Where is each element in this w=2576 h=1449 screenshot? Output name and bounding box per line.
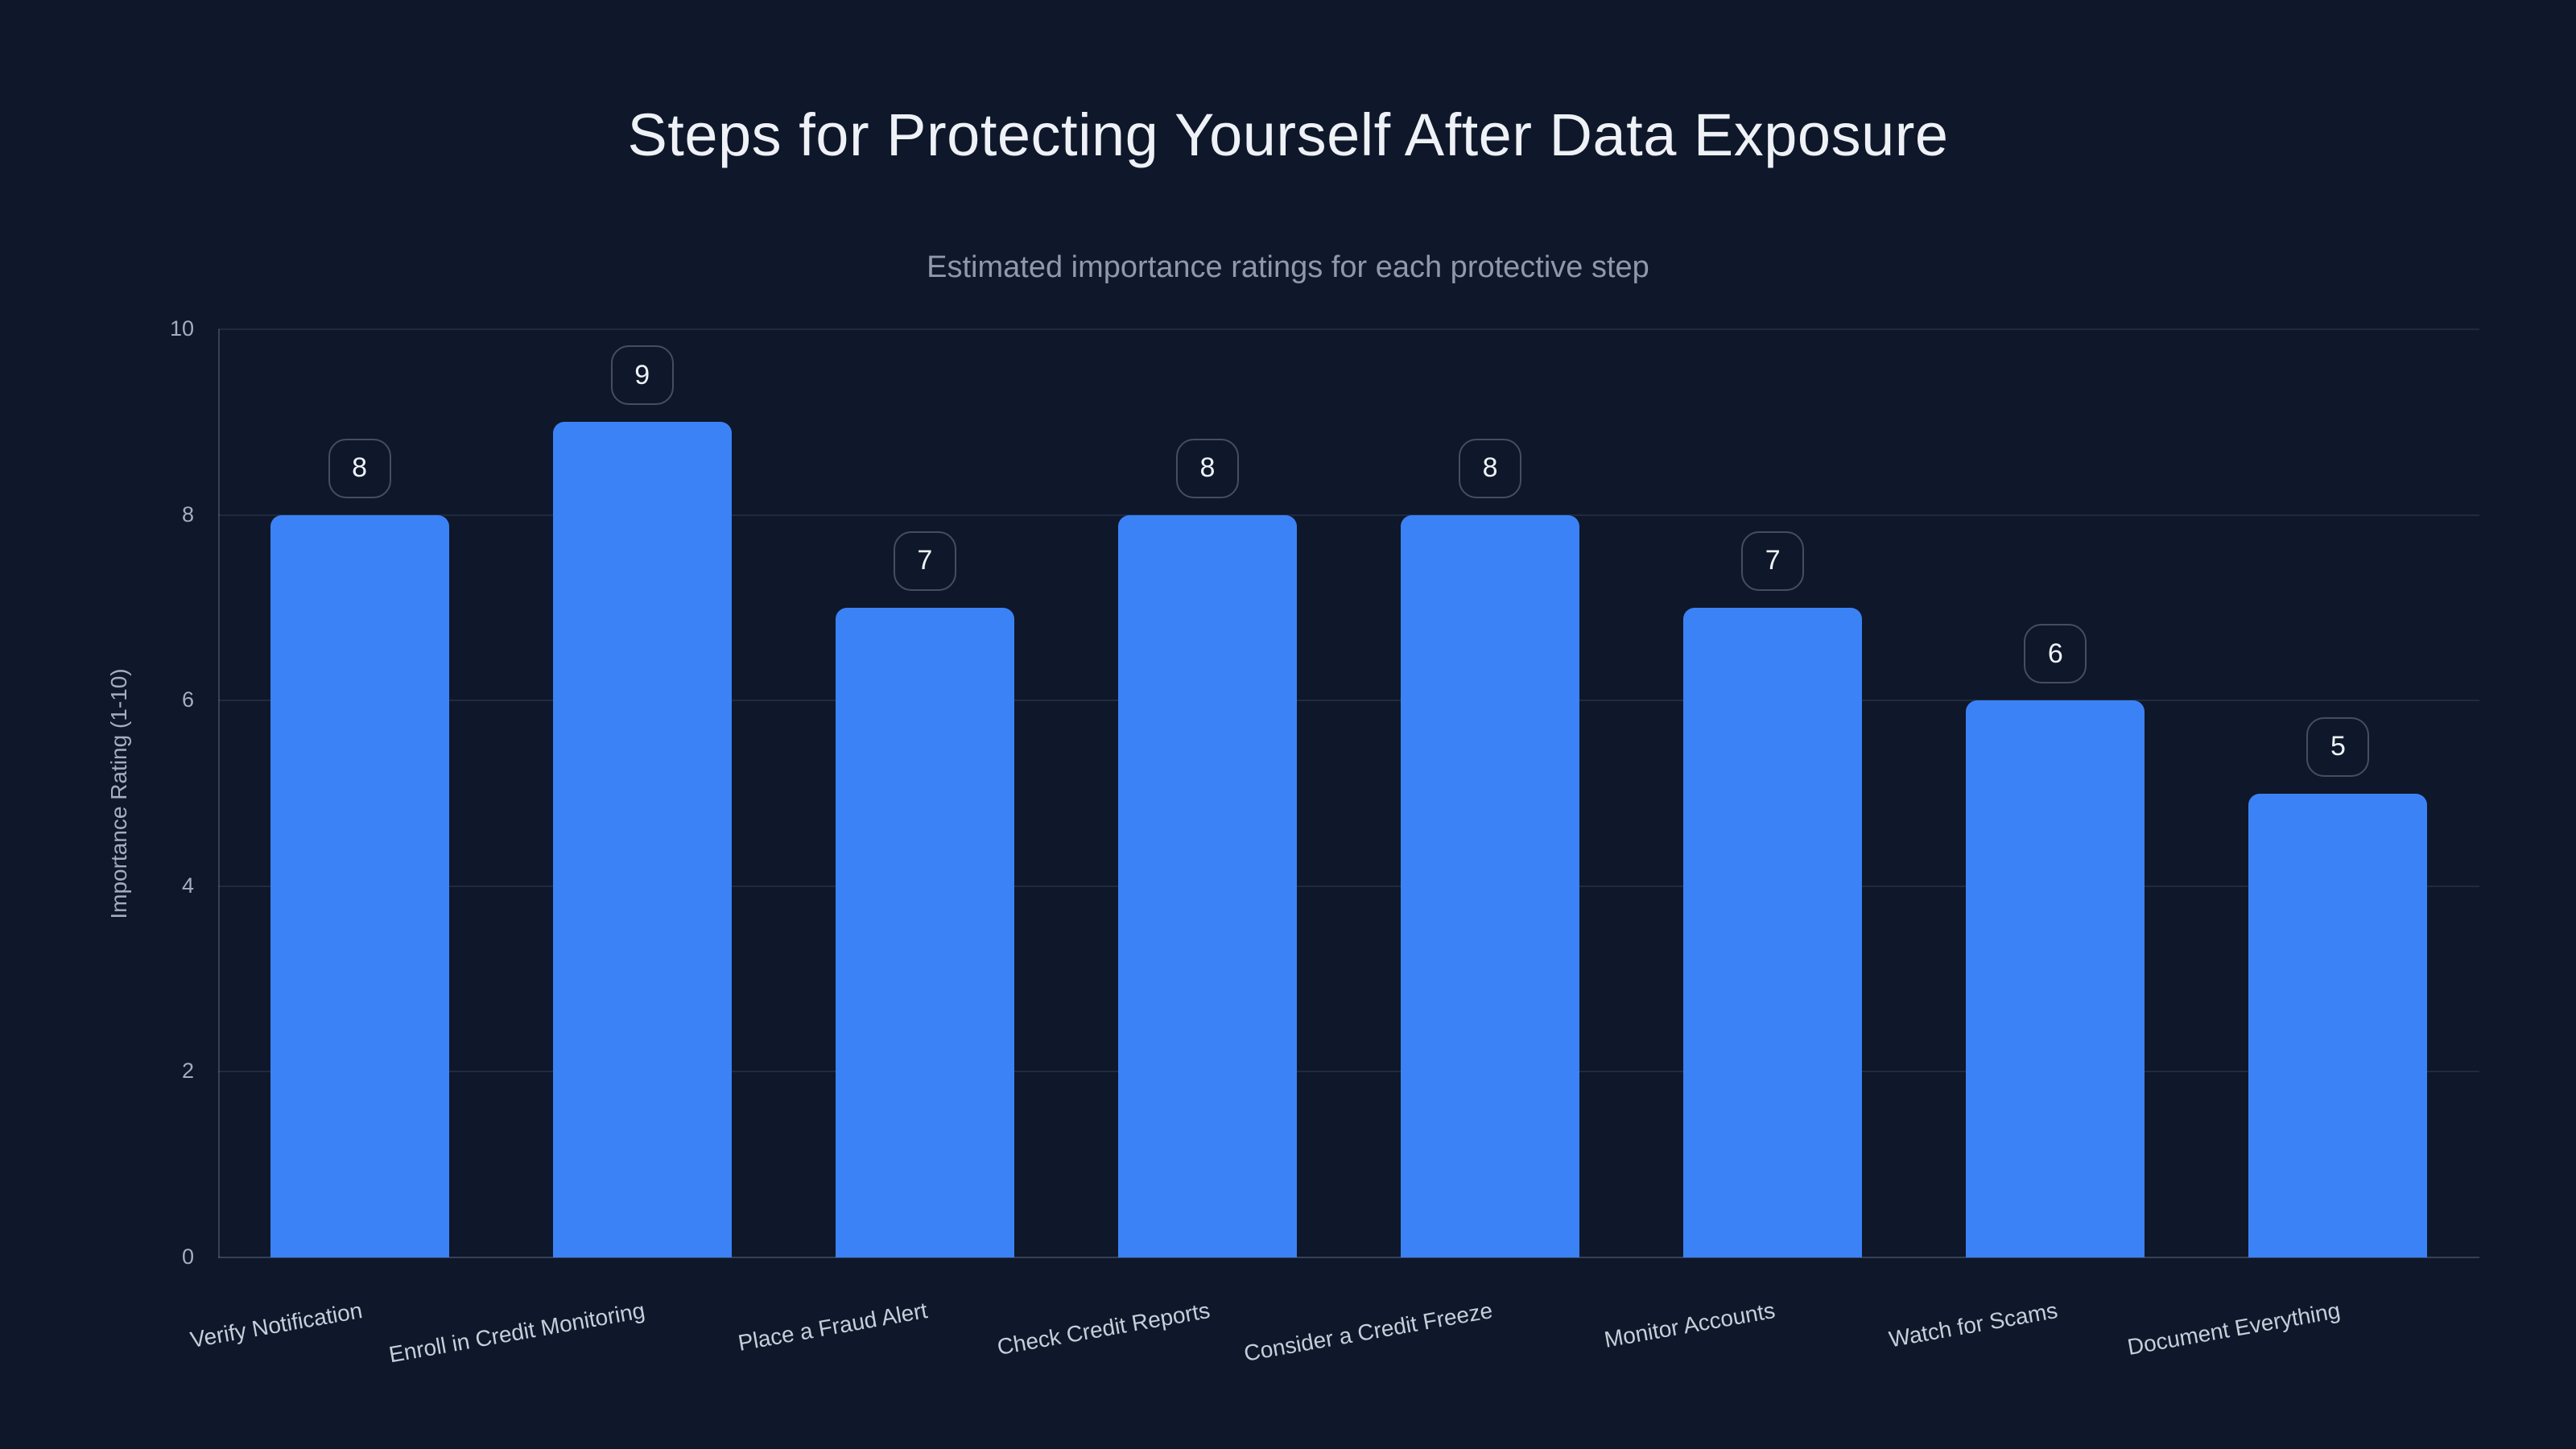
bar-value-badge: 8 [1459, 438, 1522, 498]
bar-value-badge: 9 [610, 345, 674, 406]
x-axis-line [218, 1257, 2479, 1258]
bar-value-badge: 6 [2024, 624, 2087, 684]
bar [1683, 607, 1863, 1257]
y-tick-label: 6 [181, 687, 194, 712]
bar-value-badge: 5 [2306, 716, 2370, 777]
y-axis-line [218, 329, 220, 1257]
bar-value-badge: 8 [328, 438, 391, 498]
y-tick-label: 10 [169, 316, 194, 341]
chart-title: Steps for Protecting Yourself After Data… [627, 101, 1949, 168]
y-tick-label: 2 [181, 1059, 194, 1084]
y-tick-label: 0 [181, 1245, 194, 1269]
chart-subtitle: Estimated importance ratings for each pr… [927, 250, 1649, 284]
x-category-label: Check Credit Reports [995, 1298, 1212, 1360]
gridline [218, 1071, 2479, 1073]
gridline [218, 328, 2479, 330]
bar-value-badge: 8 [1175, 438, 1239, 498]
y-tick-label: 4 [181, 873, 194, 898]
gridline [218, 514, 2479, 516]
y-tick-label: 8 [181, 502, 194, 526]
x-category-label: Enroll in Credit Monitoring [386, 1298, 647, 1368]
x-category-label: Consider a Credit Freeze [1242, 1298, 1495, 1366]
x-category-label: Watch for Scams [1887, 1298, 2060, 1352]
x-category-label: Place a Fraud Alert [736, 1298, 930, 1356]
bar [1117, 514, 1297, 1257]
gridline [218, 885, 2479, 887]
bar [1966, 700, 2145, 1257]
bar [552, 422, 732, 1257]
x-category-label: Monitor Accounts [1602, 1298, 1777, 1352]
bar-value-badge: 7 [893, 530, 956, 591]
bar [270, 514, 449, 1257]
bar [1401, 514, 1580, 1257]
x-category-label: Document Everything [2125, 1298, 2343, 1360]
bar-value-badge: 7 [1741, 530, 1805, 591]
bar [835, 607, 1014, 1257]
bar [2248, 793, 2428, 1257]
gridline [218, 700, 2479, 702]
